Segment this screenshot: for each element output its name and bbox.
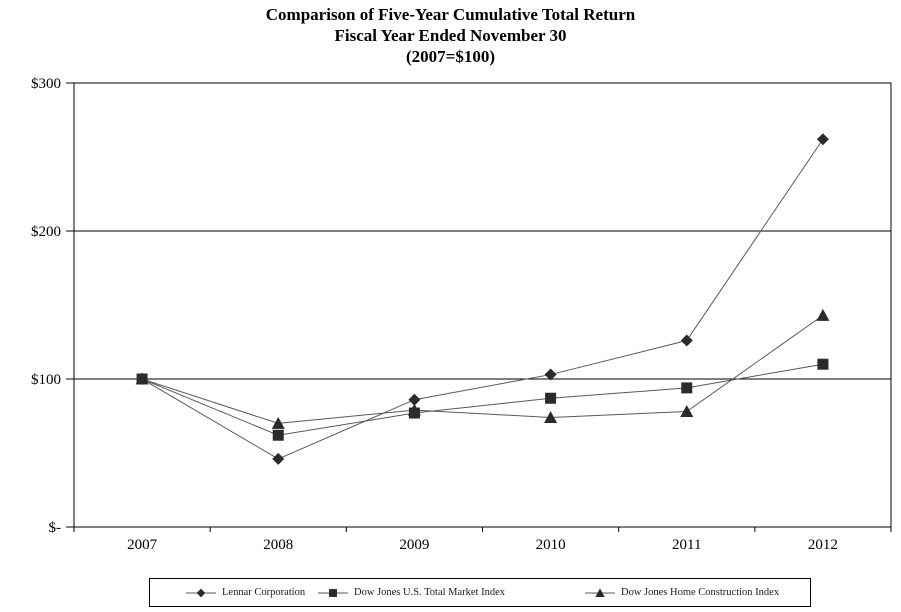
plot-border — [73, 82, 892, 528]
marker-square — [136, 373, 148, 385]
marker-square — [817, 358, 829, 370]
legend-glyph-svg — [186, 588, 216, 597]
marker-triangle — [595, 587, 605, 597]
x-axis-tick-label: 2012 — [808, 537, 838, 553]
marker-diamond — [408, 393, 421, 406]
marker-square — [545, 392, 557, 404]
marker-square — [408, 407, 420, 419]
marker-diamond — [680, 334, 693, 347]
marker-triangle — [271, 416, 285, 429]
marker-diamond — [272, 452, 285, 465]
y-axis-tick-label: $300 — [31, 76, 61, 92]
legend-item-dj-home-construction-index: Dow Jones Home Construction Index — [585, 579, 779, 606]
x-axis-tick-label: 2009 — [399, 537, 429, 553]
chart-subtitle: Fiscal Year Ended November 30 — [334, 26, 567, 45]
chart-title-block: Comparison of Five-Year Cumulative Total… — [0, 4, 901, 67]
legend-label: Dow Jones Home Construction Index — [621, 587, 780, 598]
chart-base-value-note: (2007=$100) — [405, 47, 495, 66]
series-line-0 — [141, 138, 824, 460]
legend-label: Dow Jones U.S. Total Market Index — [354, 587, 506, 598]
x-axis-tick-label: 2008 — [263, 537, 293, 553]
marker-diamond — [544, 368, 557, 381]
y-axis-tick-label: $200 — [31, 224, 61, 240]
y-axis-tick-label: $- — [49, 520, 62, 536]
marker-triangle — [544, 410, 558, 423]
marker-square — [329, 588, 337, 597]
marker-diamond — [196, 588, 206, 597]
marker-triangle — [816, 308, 830, 321]
legend-glyph-svg — [585, 587, 615, 597]
diamond-marker-icon — [186, 587, 216, 599]
y-axis-tick-label: $100 — [31, 372, 61, 388]
series-line-2 — [141, 314, 824, 424]
square-marker-icon — [318, 587, 348, 599]
legend-item-dj-us-total-market-index: Dow Jones U.S. Total Market Index — [318, 579, 505, 606]
triangle-marker-icon — [585, 587, 615, 599]
x-axis-tick-label: 2007 — [127, 537, 158, 553]
chart-title: Comparison of Five-Year Cumulative Total… — [265, 5, 636, 24]
marker-diamond — [816, 133, 829, 146]
marker-square — [681, 382, 693, 394]
marker-square — [272, 429, 284, 441]
legend-label: Lennar Corporation — [222, 587, 306, 598]
legend-glyph-svg — [318, 588, 348, 597]
legend-item-lennar-corporation: Lennar Corporation — [186, 579, 305, 606]
x-axis-tick-label: 2011 — [672, 537, 701, 553]
series-line-1 — [141, 363, 824, 436]
x-axis-tick-label: 2010 — [536, 537, 566, 553]
marker-triangle — [680, 405, 694, 418]
chart-legend: Lennar Corporation Dow Jones U.S. Total … — [149, 578, 811, 607]
